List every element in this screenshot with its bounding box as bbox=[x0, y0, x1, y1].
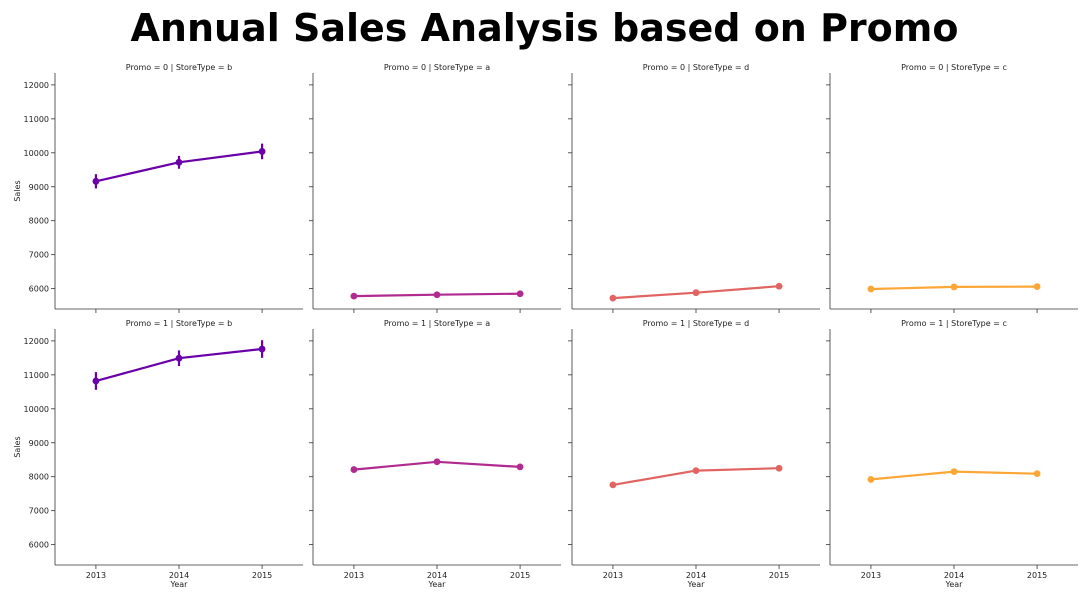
panel-title: Promo = 1 | StoreType = c bbox=[901, 319, 1007, 328]
x-tick-label: 2014 bbox=[686, 571, 706, 580]
data-point bbox=[516, 290, 524, 298]
data-point bbox=[692, 467, 700, 474]
x-tick-label: 2015 bbox=[769, 571, 789, 580]
data-point bbox=[609, 294, 617, 302]
y-tick-label: 9000 bbox=[29, 183, 49, 192]
x-tick-label: 2014 bbox=[169, 571, 189, 580]
x-axis-label: Year bbox=[687, 580, 706, 589]
data-point bbox=[692, 289, 700, 297]
data-point bbox=[350, 466, 358, 473]
x-tick-label: 2015 bbox=[1027, 571, 1047, 580]
data-point bbox=[775, 464, 783, 472]
x-axis-label: Year bbox=[170, 580, 189, 589]
data-point bbox=[92, 377, 100, 385]
y-tick-label: 6000 bbox=[29, 285, 49, 294]
data-point bbox=[258, 345, 266, 353]
panel-title: Promo = 1 | StoreType = d bbox=[643, 319, 749, 328]
x-tick-label: 2014 bbox=[944, 571, 964, 580]
data-point bbox=[433, 458, 441, 466]
data-point bbox=[175, 354, 183, 362]
x-tick-label: 2014 bbox=[427, 571, 447, 580]
data-point bbox=[92, 177, 100, 185]
x-tick-label: 2013 bbox=[344, 571, 364, 580]
x-tick-label: 2015 bbox=[252, 571, 272, 580]
data-point bbox=[1033, 470, 1041, 478]
x-axis-label: Year bbox=[945, 580, 964, 589]
panel-title: Promo = 1 | StoreType = b bbox=[126, 319, 232, 328]
data-point bbox=[867, 476, 875, 483]
panel-title: Promo = 1 | StoreType = a bbox=[384, 319, 490, 328]
data-point bbox=[433, 291, 441, 299]
x-tick-label: 2015 bbox=[510, 571, 530, 580]
data-point bbox=[609, 481, 617, 489]
x-tick-label: 2013 bbox=[603, 571, 623, 580]
y-axis-label: Sales bbox=[13, 180, 22, 201]
data-point bbox=[175, 158, 183, 166]
y-tick-label: 8000 bbox=[29, 473, 49, 482]
panel-title: Promo = 0 | StoreType = a bbox=[384, 63, 490, 72]
y-tick-label: 10000 bbox=[24, 149, 49, 158]
data-point bbox=[950, 283, 958, 291]
y-tick-label: 12000 bbox=[24, 81, 49, 90]
y-axis-label: Sales bbox=[13, 436, 22, 457]
data-point bbox=[516, 463, 524, 471]
data-point bbox=[950, 468, 958, 476]
y-tick-label: 12000 bbox=[24, 337, 49, 346]
y-tick-label: 10000 bbox=[24, 405, 49, 414]
y-tick-label: 7000 bbox=[29, 251, 49, 260]
y-tick-label: 6000 bbox=[29, 541, 49, 550]
data-point bbox=[1033, 283, 1041, 290]
data-point bbox=[775, 282, 783, 290]
y-tick-label: 7000 bbox=[29, 507, 49, 516]
panel-title: Promo = 0 | StoreType = b bbox=[126, 63, 232, 72]
y-tick-label: 8000 bbox=[29, 217, 49, 226]
y-tick-label: 11000 bbox=[24, 371, 49, 380]
y-tick-label: 11000 bbox=[24, 115, 49, 124]
data-point bbox=[350, 292, 358, 300]
chart-title: Annual Sales Analysis based on Promo bbox=[130, 6, 959, 50]
panel-title: Promo = 0 | StoreType = c bbox=[901, 63, 1007, 72]
x-tick-label: 2013 bbox=[861, 571, 881, 580]
data-point bbox=[867, 285, 875, 293]
y-tick-label: 9000 bbox=[29, 439, 49, 448]
x-axis-label: Year bbox=[428, 580, 447, 589]
panel-title: Promo = 0 | StoreType = d bbox=[643, 63, 749, 72]
data-point bbox=[258, 148, 266, 155]
x-tick-label: 2013 bbox=[86, 571, 106, 580]
